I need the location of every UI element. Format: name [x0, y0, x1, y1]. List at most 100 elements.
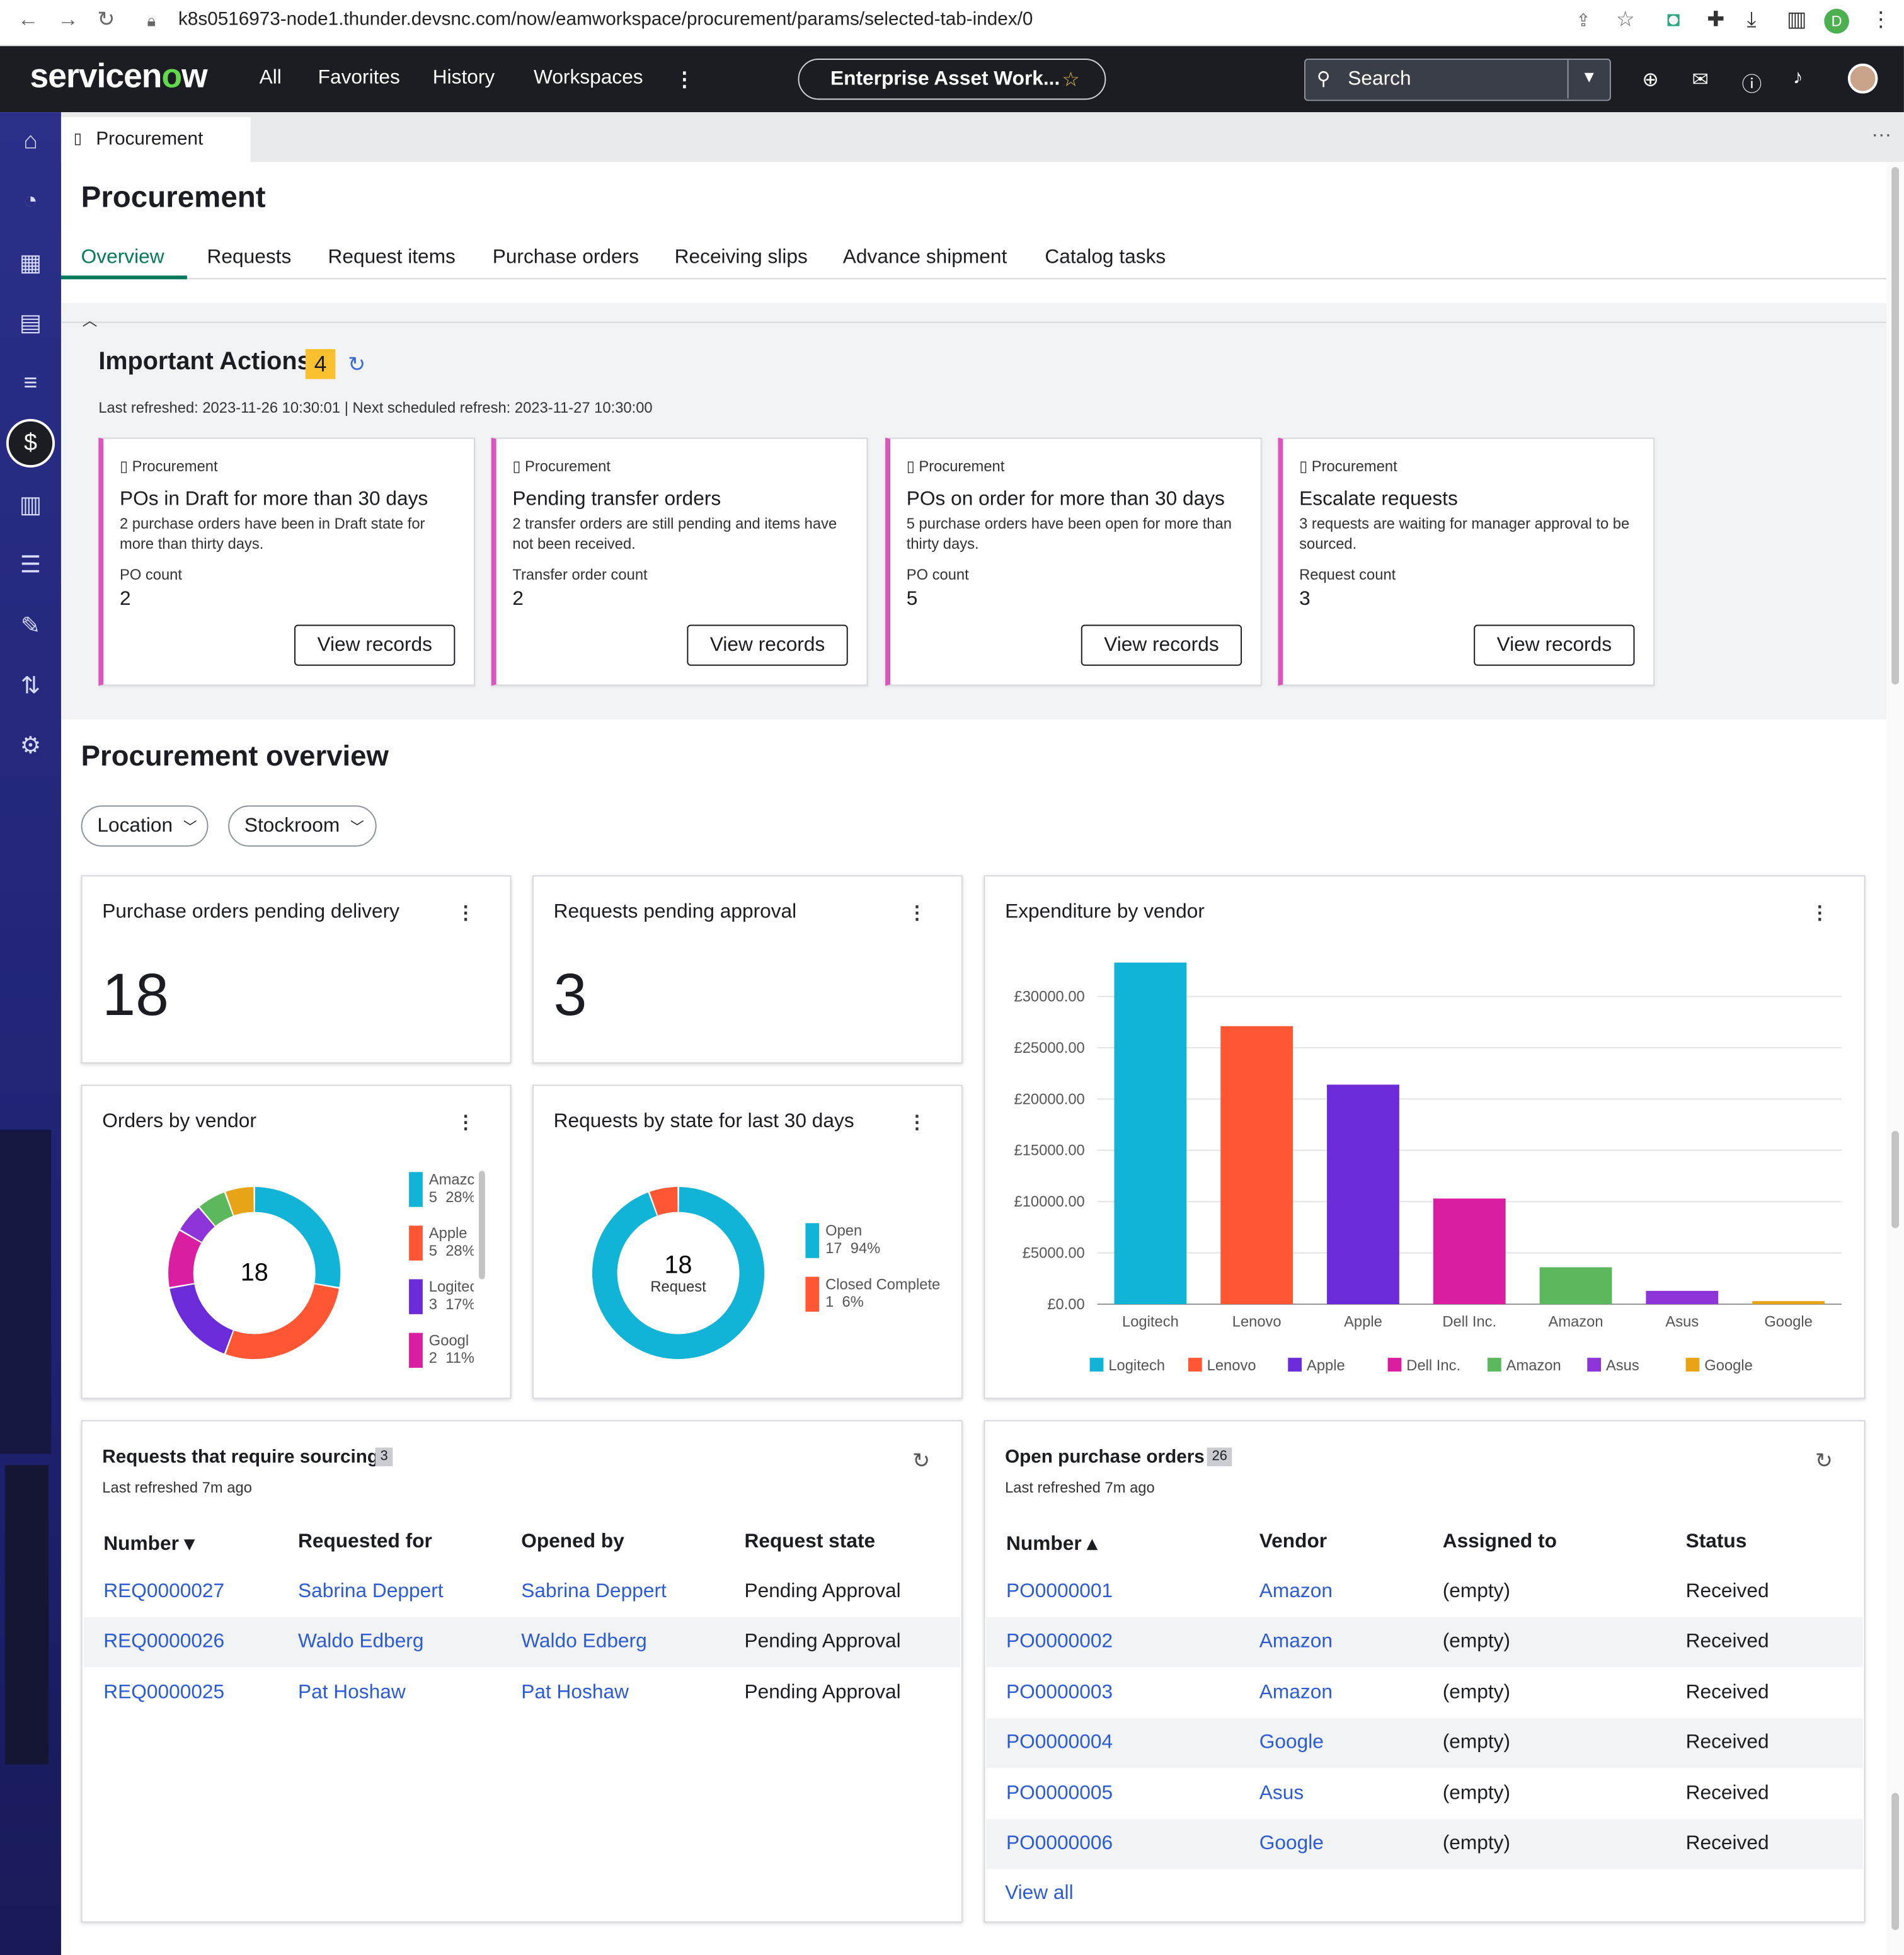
- table-cell[interactable]: PO0000001: [1006, 1581, 1113, 1603]
- bar-logitech[interactable]: [1114, 962, 1187, 1305]
- table-cell[interactable]: REQ0000026: [103, 1631, 225, 1653]
- refresh-icon[interactable]: ↻: [912, 1448, 931, 1473]
- workspace-tab-procurement[interactable]: ▯ Procurement: [60, 117, 251, 163]
- table-cell[interactable]: PO0000002: [1006, 1631, 1113, 1653]
- donut-slice-lenovo[interactable]: [199, 1192, 233, 1226]
- global-search[interactable]: ⚲ Search ▼: [1304, 59, 1611, 101]
- column-header[interactable]: Status: [1685, 1531, 1747, 1552]
- tab-purchase-orders[interactable]: Purchase orders: [492, 246, 639, 268]
- column-header[interactable]: Request state: [744, 1531, 876, 1552]
- column-header[interactable]: Requested for: [297, 1531, 432, 1552]
- browser-menu-icon[interactable]: ⋮: [1870, 7, 1892, 32]
- chat-icon[interactable]: ✉: [1692, 69, 1709, 91]
- table-cell[interactable]: Waldo Edberg: [297, 1631, 424, 1653]
- table-row[interactable]: PO0000003 Amazon (empty) Received: [986, 1668, 1862, 1718]
- tab-advance-shipment[interactable]: Advance shipment: [842, 246, 1007, 268]
- table-row[interactable]: REQ0000025 Pat Hoshaw Pat Hoshaw Pending Ap…: [84, 1668, 960, 1718]
- donut-slice-dell-inc-[interactable]: [226, 1187, 254, 1216]
- table-cell[interactable]: PO0000004: [1006, 1732, 1113, 1753]
- collapse-chevron-icon[interactable]: ︿: [82, 311, 98, 330]
- url-text[interactable]: k8s0516973-node1.thunder.devsnc.com/now/…: [178, 8, 1033, 30]
- bar-google[interactable]: [1752, 1301, 1825, 1305]
- share-icon[interactable]: ⇪: [1576, 9, 1591, 30]
- kpi-card-po-pending[interactable]: Purchase orders pending delivery ⋮ 18: [81, 875, 512, 1064]
- table-row[interactable]: PO0000004 Google (empty) Received: [986, 1718, 1863, 1769]
- bar-lenovo[interactable]: [1220, 1026, 1293, 1305]
- kebab-menu-icon[interactable]: ⋮: [1810, 902, 1830, 924]
- list-icon[interactable]: ☰: [20, 552, 42, 579]
- table-row[interactable]: PO0000006 Google (empty) Received: [986, 1819, 1863, 1869]
- kebab-menu-icon[interactable]: ⋮: [456, 902, 475, 924]
- legend-item[interactable]: Logitech: [1089, 1358, 1165, 1374]
- back-icon[interactable]: ←: [17, 7, 39, 32]
- forward-icon[interactable]: →: [57, 7, 79, 32]
- favorite-star-icon[interactable]: ☆: [1062, 69, 1080, 91]
- bar-asus[interactable]: [1646, 1290, 1719, 1305]
- tab-more-icon[interactable]: ···: [1871, 124, 1892, 146]
- menu-favorites[interactable]: Favorites: [318, 67, 400, 89]
- home-icon[interactable]: ⌂: [23, 128, 38, 155]
- servicenow-logo[interactable]: servicenow: [30, 57, 207, 95]
- extension-icon[interactable]: ◘: [1666, 7, 1680, 32]
- table-cell[interactable]: Pat Hoshaw: [297, 1682, 406, 1703]
- donut-slice-google[interactable]: [168, 1230, 202, 1287]
- sidebar-icon[interactable]: ▥: [1786, 7, 1807, 32]
- globe-icon[interactable]: ⊕: [1642, 69, 1659, 91]
- transfer-arrows-icon[interactable]: ⇅: [20, 673, 41, 700]
- scrollbar-thumb[interactable]: [1891, 167, 1900, 685]
- bar-dell-inc-[interactable]: [1433, 1198, 1506, 1305]
- table-cell[interactable]: Amazon: [1259, 1581, 1333, 1603]
- user-avatar[interactable]: [1847, 63, 1878, 94]
- table-cell[interactable]: Asus: [1259, 1782, 1304, 1804]
- location-filter[interactable]: Location ﹀: [81, 805, 209, 847]
- menu-all[interactable]: All: [259, 67, 282, 89]
- table-row[interactable]: PO0000005 Asus (empty) Received: [986, 1769, 1862, 1818]
- procurement-dollar-icon[interactable]: $: [24, 430, 37, 457]
- reload-icon[interactable]: ↻: [97, 7, 115, 32]
- kebab-menu-icon[interactable]: ⋮: [456, 1112, 475, 1133]
- download-icon[interactable]: ⤓: [1746, 7, 1757, 32]
- column-header[interactable]: Vendor: [1259, 1531, 1328, 1552]
- view-records-button[interactable]: View records: [1081, 624, 1242, 666]
- donut-slice-amazon[interactable]: [255, 1187, 341, 1287]
- legend-item[interactable]: Amazon: [1487, 1358, 1561, 1374]
- menu-workspaces[interactable]: Workspaces: [534, 67, 643, 89]
- view-all-link[interactable]: View all: [1005, 1883, 1074, 1904]
- legend-item[interactable]: Google: [1685, 1358, 1753, 1374]
- kpi-card-requests-pending[interactable]: Requests pending approval ⋮ 3: [532, 875, 963, 1064]
- table-row[interactable]: PO0000001 Amazon (empty) Received: [986, 1568, 1862, 1617]
- table-cell[interactable]: PO0000006: [1006, 1833, 1113, 1854]
- kebab-menu-icon[interactable]: ⋮: [907, 1112, 927, 1133]
- donut-slice-asus[interactable]: [180, 1207, 215, 1242]
- legend-item[interactable]: Apple: [1288, 1358, 1345, 1374]
- table-cell[interactable]: Sabrina Deppert: [521, 1581, 667, 1603]
- donut-slice-closed-complete[interactable]: [650, 1187, 678, 1216]
- table-cell[interactable]: REQ0000025: [103, 1682, 225, 1703]
- settings-gear-icon[interactable]: ⚙: [20, 733, 42, 760]
- column-header[interactable]: Assigned to: [1442, 1531, 1557, 1552]
- column-header[interactable]: Number ▾: [103, 1534, 195, 1555]
- bar-amazon[interactable]: [1539, 1267, 1612, 1305]
- view-records-button[interactable]: View records: [687, 624, 848, 666]
- table-cell[interactable]: Google: [1259, 1732, 1324, 1753]
- table-cell[interactable]: Waldo Edberg: [521, 1631, 647, 1653]
- clipboard-icon[interactable]: ▤: [19, 310, 42, 337]
- notification-bell-icon[interactable]: ♪: [1792, 67, 1803, 89]
- table-row[interactable]: REQ0000026 Waldo Edberg Waldo Edberg Pendin…: [83, 1617, 960, 1668]
- tab-requests[interactable]: Requests: [207, 246, 292, 268]
- tab-receiving-slips[interactable]: Receiving slips: [674, 246, 808, 268]
- help-icon[interactable]: ⓘ: [1741, 74, 1762, 96]
- bar-apple[interactable]: [1327, 1084, 1399, 1305]
- workspace-pill[interactable]: Enterprise Asset Work... ☆: [798, 59, 1106, 100]
- column-header[interactable]: Opened by: [521, 1531, 624, 1552]
- tab-request-items[interactable]: Request items: [328, 246, 456, 268]
- stockroom-filter[interactable]: Stockroom ﹀: [228, 805, 377, 847]
- table-cell[interactable]: PO0000005: [1006, 1782, 1113, 1804]
- table-row[interactable]: REQ0000027 Sabrina Deppert Sabrina Deppert…: [84, 1568, 960, 1617]
- menu-history[interactable]: History: [432, 67, 495, 89]
- refresh-icon[interactable]: ↻: [1815, 1448, 1833, 1473]
- table-cell[interactable]: Google: [1259, 1833, 1324, 1854]
- view-records-button[interactable]: View records: [294, 624, 456, 666]
- profile-icon[interactable]: D: [1824, 8, 1849, 34]
- legend-scrollbar[interactable]: [478, 1171, 485, 1280]
